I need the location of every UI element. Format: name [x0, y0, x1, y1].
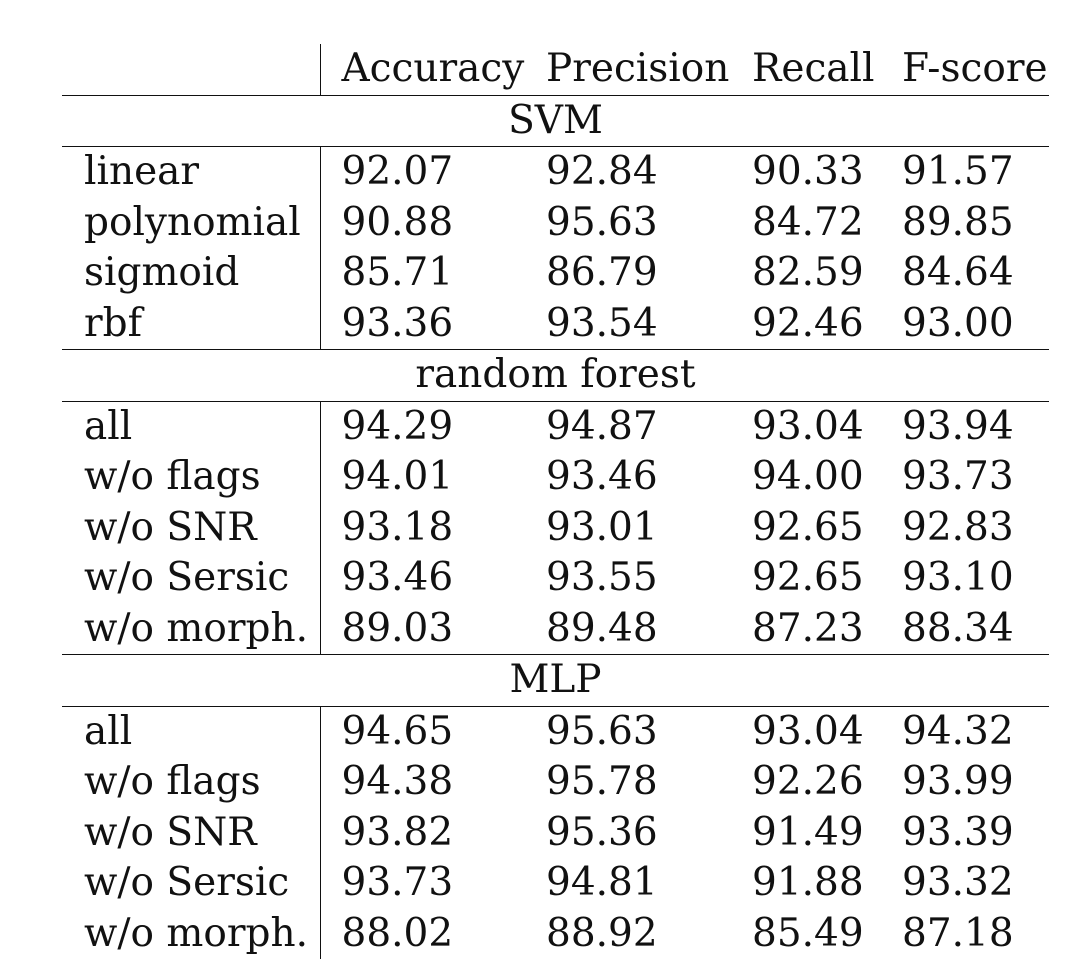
fscore-cell: 87.18	[902, 910, 1014, 956]
table-row: w/o SNR 93.82 95.36 91.49 93.39	[62, 807, 1049, 858]
accuracy-cell: 90.88	[341, 199, 454, 245]
section-title: MLP	[62, 654, 1049, 707]
table-row: all 94.65 95.63 93.04 94.32	[62, 706, 1049, 757]
method-cell: all	[62, 401, 321, 452]
precision-cell: 95.78	[546, 759, 658, 804]
fscore-cell: 93.73	[902, 454, 1014, 499]
method-cell: sigmoid	[62, 248, 321, 299]
method-cell: w/o SNR	[62, 502, 321, 553]
table-row: rbf 93.36 93.54 92.46 93.00	[62, 298, 1049, 350]
accuracy-cell: 93.73	[341, 860, 454, 905]
table-header-row: Accuracy Precision Recall F-score	[62, 44, 1049, 96]
recall-cell: 93.04	[752, 403, 864, 449]
recall-cell: 92.65	[752, 504, 864, 550]
recall-cell: 91.88	[752, 860, 864, 905]
fscore-cell: 93.00	[881, 298, 1049, 350]
recall-cell: 82.59	[752, 250, 864, 295]
accuracy-cell: 93.18	[341, 504, 454, 550]
table-row: w/o flags 94.38 95.78 92.26 93.99	[62, 757, 1049, 808]
method-cell: w/o Sersic	[62, 858, 321, 909]
recall-cell: 90.33	[752, 149, 864, 194]
fscore-cell: 93.39	[902, 809, 1014, 855]
accuracy-cell: 85.71	[341, 250, 454, 295]
table-row: w/o flags 94.01 93.46 94.00 93.73	[62, 452, 1049, 503]
method-cell: w/o morph.	[62, 908, 321, 959]
table-body: SVM linear 92.07 92.84 90.33 91.57 polynomial 9…	[62, 95, 1049, 959]
recall-cell: 92.46	[731, 298, 881, 350]
recall-cell: 91.49	[752, 809, 864, 855]
recall-cell: 85.49	[752, 910, 864, 956]
method-cell: polynomial	[62, 197, 321, 248]
recall-cell: 94.00	[752, 454, 864, 499]
recall-cell: 92.65	[752, 555, 864, 600]
precision-cell: 93.55	[546, 555, 658, 600]
section-title: SVM	[62, 95, 1049, 147]
fscore-cell: 94.32	[902, 708, 1014, 754]
table-row: polynomial 90.88 95.63 84.72 89.85	[62, 197, 1049, 248]
precision-cell: 93.46	[546, 454, 658, 499]
accuracy-cell: 94.38	[341, 759, 454, 804]
fscore-cell: 93.94	[902, 403, 1014, 449]
method-cell: w/o morph.	[62, 603, 321, 655]
header-accuracy: Accuracy	[320, 44, 525, 96]
precision-cell: 89.48	[525, 603, 731, 655]
method-cell: all	[62, 706, 321, 757]
table-row: linear 92.07 92.84 90.33 91.57	[62, 146, 1049, 198]
section-header-row: SVM	[62, 95, 1049, 147]
precision-cell: 86.79	[546, 250, 658, 295]
header-method	[62, 44, 321, 96]
precision-cell: 88.92	[546, 910, 658, 956]
fscore-cell: 92.83	[902, 504, 1014, 550]
recall-cell: 93.04	[752, 708, 864, 754]
precision-cell: 93.54	[525, 298, 731, 350]
accuracy-cell: 89.03	[320, 603, 525, 655]
header-fscore: F-score	[881, 44, 1049, 96]
results-table-container: Accuracy Precision Recall F-score SVM lin…	[62, 44, 1049, 959]
precision-cell: 94.81	[546, 860, 658, 905]
table-row: w/o SNR 93.18 93.01 92.65 92.83	[62, 502, 1049, 553]
accuracy-cell: 94.29	[341, 403, 454, 449]
accuracy-cell: 93.46	[341, 555, 454, 600]
results-table: Accuracy Precision Recall F-score SVM lin…	[62, 44, 1049, 959]
method-cell: rbf	[62, 298, 321, 350]
precision-cell: 92.84	[546, 149, 658, 194]
method-cell: w/o flags	[62, 757, 321, 808]
accuracy-cell: 94.65	[341, 708, 454, 754]
header-recall: Recall	[731, 44, 881, 96]
precision-cell: 95.36	[546, 809, 658, 855]
section-header-row: MLP	[62, 654, 1049, 707]
fscore-cell: 88.34	[881, 603, 1049, 655]
table-row: w/o morph. 89.03 89.48 87.23 88.34	[62, 603, 1049, 655]
precision-cell: 94.87	[546, 403, 658, 449]
fscore-cell: 93.10	[902, 555, 1014, 600]
fscore-cell: 91.57	[902, 149, 1014, 194]
section-header-row: random forest	[62, 349, 1049, 402]
accuracy-cell: 94.01	[341, 454, 454, 499]
fscore-cell: 93.99	[902, 759, 1014, 804]
section-title: random forest	[62, 349, 1049, 402]
recall-cell: 92.26	[752, 759, 864, 804]
table-row: all 94.29 94.87 93.04 93.94	[62, 401, 1049, 452]
method-cell: linear	[62, 146, 321, 198]
method-cell: w/o flags	[62, 452, 321, 503]
table-row: w/o morph. 88.02 88.92 85.49 87.18	[62, 908, 1049, 959]
accuracy-cell: 88.02	[341, 910, 454, 956]
method-cell: w/o Sersic	[62, 553, 321, 604]
fscore-cell: 89.85	[902, 199, 1014, 245]
fscore-cell: 84.64	[902, 250, 1014, 295]
fscore-cell: 93.32	[902, 860, 1014, 905]
precision-cell: 93.01	[546, 504, 658, 550]
header-precision: Precision	[525, 44, 731, 96]
table-row: sigmoid 85.71 86.79 82.59 84.64	[62, 248, 1049, 299]
recall-cell: 87.23	[731, 603, 881, 655]
accuracy-cell: 92.07	[341, 149, 454, 194]
accuracy-cell: 93.82	[341, 809, 454, 855]
precision-cell: 95.63	[546, 199, 658, 245]
table-row: w/o Sersic 93.73 94.81 91.88 93.32	[62, 858, 1049, 909]
recall-cell: 84.72	[752, 199, 864, 245]
accuracy-cell: 93.36	[320, 298, 525, 350]
precision-cell: 95.63	[546, 708, 658, 754]
table-row: w/o Sersic 93.46 93.55 92.65 93.10	[62, 553, 1049, 604]
method-cell: w/o SNR	[62, 807, 321, 858]
